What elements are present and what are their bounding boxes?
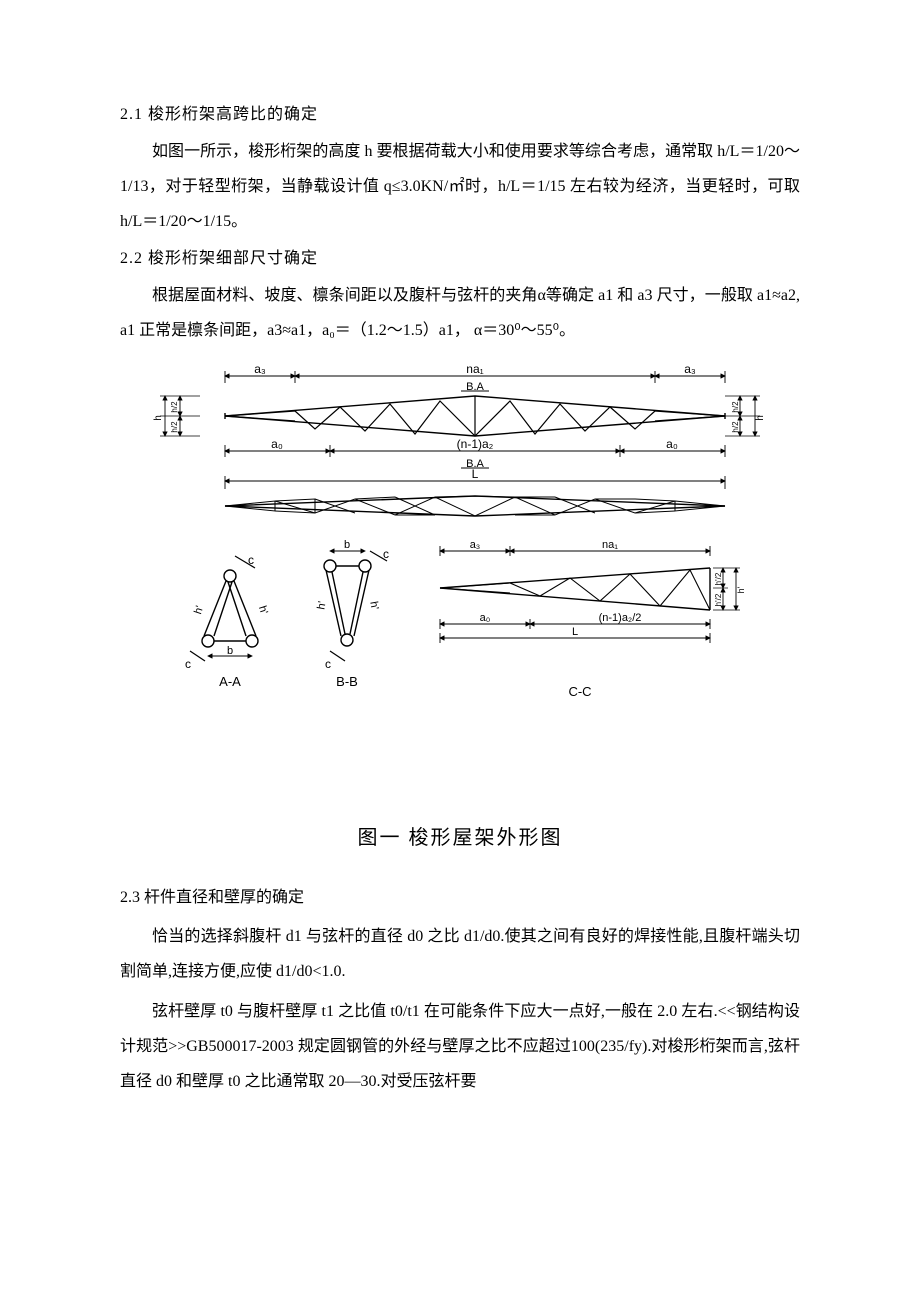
lbl-cc-name: C-C [568,684,591,699]
figure-caption: 图一 梭形屋架外形图 [120,821,800,850]
figure-1: a₃ na₁ a₃ B.A [120,366,800,850]
lbl-n1a2: (n-1)a₂ [457,437,494,451]
plan-truss: L [225,467,725,516]
lbl-a0-left: a₀ [271,437,283,451]
lbl-cc-L: L [572,626,578,638]
lbl-h2-left2: h/2 [170,421,179,433]
lbl-aa-h2: h' [256,604,270,616]
lbl-cc-a0: a₀ [480,612,491,624]
heading-2-1: 2.1 梭形桁架高跨比的确定 [120,100,800,124]
section-bb: b c h' h' c B-B [315,539,389,689]
para-2-2: 根据屋面材料、坡度、檩条间距以及腹杆与弦杆的夹角α等确定 a1 和 a3 尺寸，… [120,278,800,348]
top-truss: a₃ na₁ a₃ B.A [153,366,766,470]
lbl-bb-name: B-B [336,674,358,689]
lbl-bb-h2: h' [367,600,380,610]
lbl-h2-right1: h/2 [731,401,740,413]
lbl-a3-left: a₃ [254,366,266,376]
lbl-h-left: h [153,415,164,421]
truss-diagram-svg: a₃ na₁ a₃ B.A [120,366,800,806]
lbl-cc-a3: a₃ [470,539,481,551]
lbl-a0-right: a₀ [666,437,678,451]
section-aa: c h' h' c b A-A [185,553,270,689]
lbl-cc-h2top: h'/2 [714,572,723,585]
lbl-L-plan: L [472,467,479,481]
para-2-3-2: 弦杆壁厚 t0 与腹杆壁厚 t1 之比值 t0/t1 在可能条件下应大一点好,一… [120,994,800,1100]
page: 2.1 梭形桁架高跨比的确定 如图一所示，梭形桁架的高度 h 要根据荷载大小和使… [0,0,920,1302]
lbl-cc-mid: (n-1)a₂/2 [599,612,642,624]
para-2-1: 如图一所示，梭形桁架的高度 h 要根据荷载大小和使用要求等综合考虑，通常取 h/… [120,134,800,240]
heading-2-2: 2.2 梭形桁架细部尺寸确定 [120,244,800,268]
lbl-a3-right: a₃ [684,366,696,376]
lbl-bb-b: b [344,539,350,551]
lbl-h2-left1: h/2 [170,401,179,413]
lbl-aa-h1: h' [192,604,206,616]
para-2-3-1: 恰当的选择斜腹杆 d1 与弦杆的直径 d0 之比 d1/d0.使其之间有良好的焊… [120,919,800,989]
lbl-aa-c-bot: c [185,657,191,671]
lbl-cc-h: h' [736,586,746,593]
lbl-cc-h2bot: h'/2 [714,593,723,606]
lbl-na1: na₁ [466,366,483,376]
lbl-h2-right2: h/2 [731,421,740,433]
lbl-h-right: h [755,415,766,421]
lbl-bb-c-bot: c [325,657,331,671]
lbl-bb-h1: h' [315,600,328,610]
section-cc: a₃ na₁ [440,539,746,699]
heading-2-3: 2.3 杆件直径和壁厚的确定 [120,880,800,915]
lbl-aa-name: A-A [219,674,241,689]
lbl-aa-b: b [227,645,233,657]
lbl-cc-na1: na₁ [602,539,618,551]
